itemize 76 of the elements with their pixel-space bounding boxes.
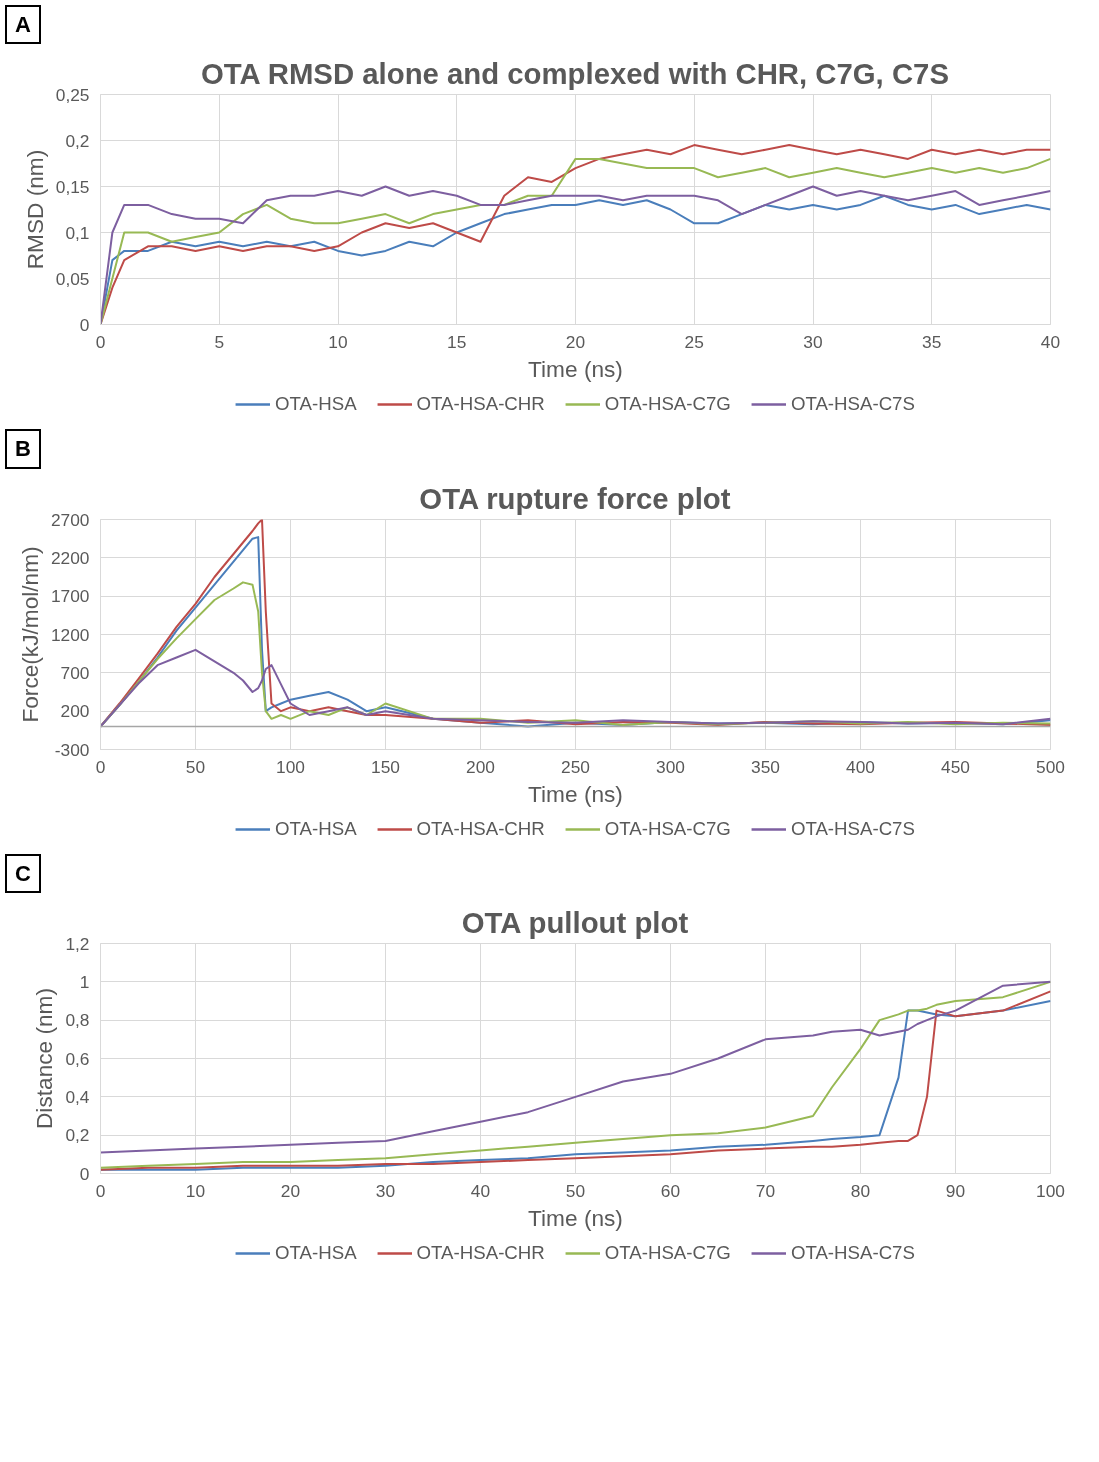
legend-label: OTA-HSA-CHR: [416, 1242, 545, 1265]
y-tick-label: 0,6: [65, 1048, 90, 1069]
x-tick-label: 10: [328, 331, 348, 352]
y-tick-label: 0,1: [65, 222, 90, 243]
x-tick-label: 5: [214, 331, 225, 352]
y-axis-title: Distance (nm): [31, 988, 58, 1130]
x-tick-label: 100: [1036, 1180, 1065, 1201]
x-tick-label: 35: [922, 331, 942, 352]
legend-label: OTA-HSA-CHR: [416, 817, 545, 840]
y-tick-label: 2700: [50, 509, 90, 530]
legend-label: OTA-HSA-C7S: [790, 817, 915, 840]
x-tick-label: 70: [755, 1180, 776, 1201]
y-tick-label: 0,2: [65, 130, 90, 151]
legend-label: OTA-HSA-CHR: [416, 393, 545, 416]
x-tick-label: 20: [280, 1180, 301, 1201]
x-tick-label: 0: [95, 756, 106, 777]
chart-title: OTA RMSD alone and complexed with CHR, C7G, C7S: [200, 56, 949, 90]
text: B: [15, 435, 31, 464]
text: A: [15, 11, 31, 39]
chart-title: OTA pullout plot: [461, 905, 689, 939]
x-tick-label: 150: [371, 756, 400, 777]
y-tick-label: -300: [54, 739, 90, 760]
legend-label: OTA-HSA: [275, 1242, 357, 1265]
y-tick-label: 0: [79, 314, 90, 335]
x-tick-label: 80: [850, 1180, 871, 1201]
chart-title: OTA rupture force plot: [419, 481, 731, 515]
y-tick-label: 1: [79, 972, 90, 993]
y-tick-label: 700: [60, 662, 90, 683]
x-tick-label: 50: [565, 1180, 586, 1201]
x-tick-label: 500: [1036, 756, 1065, 777]
x-tick-label: 350: [751, 756, 780, 777]
x-tick-label: 30: [803, 331, 823, 352]
legend-label: OTA-HSA: [275, 393, 357, 416]
x-tick-label: 15: [447, 331, 467, 352]
x-tick-label: 250: [561, 756, 590, 777]
line-series: [100, 648, 1051, 728]
x-tick-label: 25: [684, 331, 704, 352]
y-axis-title: RMSD (nm): [21, 150, 48, 270]
legend-label: OTA-HSA-C7S: [790, 393, 915, 416]
x-tick-label: 200: [466, 756, 495, 777]
x-tick-label: 20: [565, 331, 586, 352]
y-tick-label: 0,8: [65, 1010, 90, 1031]
x-axis-title: Time (ns): [528, 1204, 623, 1231]
x-tick-label: 450: [941, 756, 970, 777]
y-tick-label: 0: [79, 1163, 90, 1184]
x-axis-title: Time (ns): [528, 355, 623, 382]
y-tick-label: 1,2: [65, 933, 90, 954]
x-tick-label: 10: [185, 1180, 206, 1201]
x-tick-label: 60: [660, 1180, 681, 1201]
legend-label: OTA-HSA-C7G: [604, 393, 731, 416]
y-tick-label: 0,05: [55, 268, 90, 289]
y-tick-label: 1700: [50, 586, 90, 607]
y-axis-title: Force(kJ/mol/nm): [16, 546, 43, 723]
y-tick-label: 0,2: [65, 1125, 90, 1146]
legend-label: OTA-HSA-C7G: [604, 817, 731, 840]
x-tick-label: 0: [95, 1180, 106, 1201]
text: C: [15, 859, 31, 888]
y-tick-label: 0,15: [55, 176, 90, 197]
y-tick-label: 1200: [50, 624, 90, 645]
x-tick-label: 300: [656, 756, 685, 777]
y-tick-label: 0,4: [65, 1087, 90, 1108]
x-tick-label: 90: [945, 1180, 966, 1201]
y-tick-label: 0,25: [55, 84, 90, 105]
x-tick-label: 40: [1040, 331, 1061, 352]
legend-label: OTA-HSA-C7G: [604, 1242, 731, 1265]
x-tick-label: 100: [276, 756, 305, 777]
legend-label: OTA-HSA: [275, 817, 357, 840]
x-tick-label: 30: [375, 1180, 396, 1201]
x-tick-label: 400: [846, 756, 875, 777]
legend-label: OTA-HSA-C7S: [790, 1242, 915, 1265]
x-tick-label: 40: [470, 1180, 491, 1201]
x-axis-title: Time (ns): [528, 780, 623, 807]
x-tick-label: 50: [185, 756, 206, 777]
y-tick-label: 200: [60, 701, 90, 722]
x-tick-label: 0: [95, 331, 106, 352]
y-tick-label: 2200: [50, 547, 90, 568]
